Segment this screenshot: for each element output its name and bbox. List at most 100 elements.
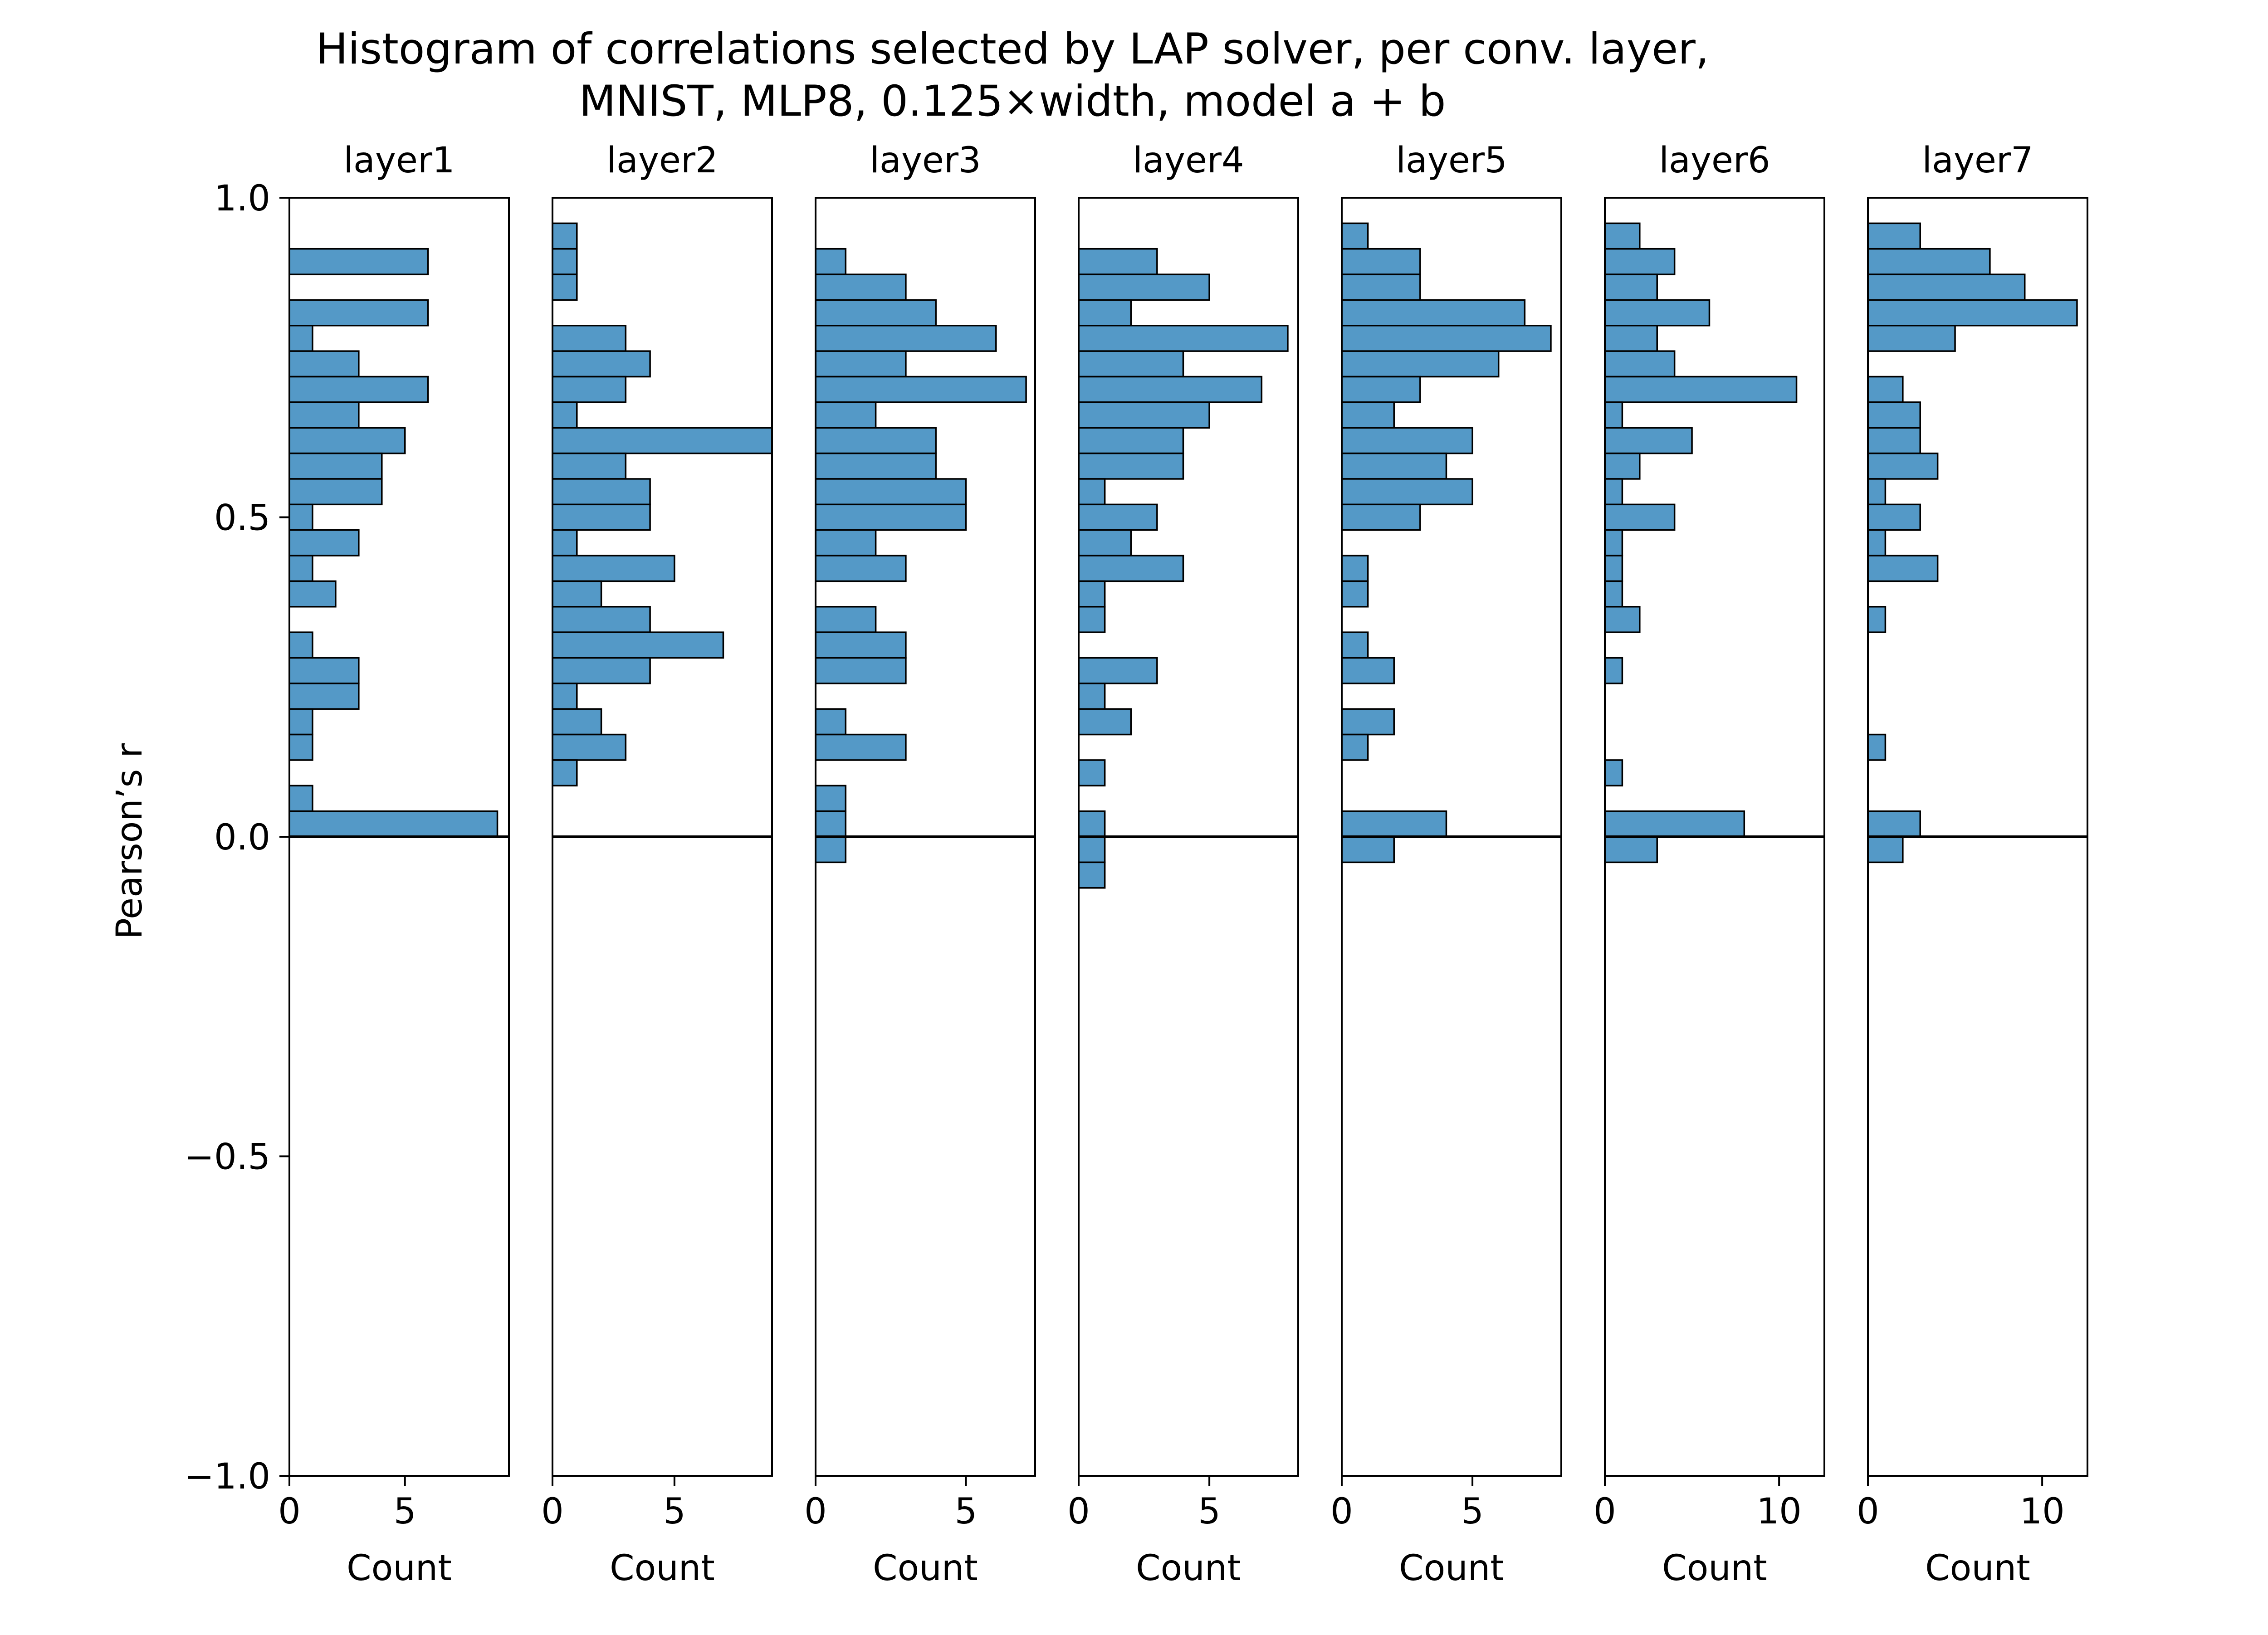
histogram-bar xyxy=(1604,427,1693,454)
histogram-bar xyxy=(1078,555,1184,582)
histogram-bar xyxy=(288,657,360,684)
x-tick-label: 5 xyxy=(955,1491,978,1532)
histogram-bar xyxy=(1341,555,1369,582)
x-axis-label: Count xyxy=(1136,1548,1241,1589)
histogram-bar xyxy=(815,555,907,582)
histogram-bar xyxy=(288,503,313,531)
histogram-bar xyxy=(1341,810,1447,838)
x-axis-label: Count xyxy=(873,1548,978,1589)
histogram-bar xyxy=(552,325,627,352)
panel-title: layer2 xyxy=(606,140,718,181)
histogram-bar xyxy=(288,325,313,352)
x-tick-label: 5 xyxy=(394,1491,416,1532)
histogram-bar xyxy=(1604,273,1658,301)
histogram-bar xyxy=(815,810,847,838)
histogram-bar xyxy=(1867,606,1887,633)
panel-title: layer4 xyxy=(1133,140,1244,181)
histogram-bar xyxy=(1078,325,1289,352)
histogram-bar xyxy=(815,631,907,659)
histogram-bar xyxy=(815,503,967,531)
histogram-bar xyxy=(1078,683,1106,710)
histogram-bar xyxy=(1341,657,1395,684)
histogram-bar xyxy=(288,478,383,506)
histogram-bar xyxy=(552,555,675,582)
panel-frame xyxy=(1341,197,1562,1477)
histogram-bar xyxy=(288,708,313,736)
histogram-bar xyxy=(815,401,877,429)
panel-title: layer6 xyxy=(1659,140,1770,181)
histogram-bar xyxy=(288,427,406,454)
y-tick-label: 0.5 xyxy=(214,498,270,539)
histogram-bar xyxy=(1604,759,1623,787)
panel-layer2: layer2 0 5 Count xyxy=(541,140,773,1589)
histogram-bar xyxy=(1867,427,1921,454)
histogram-bar xyxy=(1867,376,1904,403)
histogram-bar xyxy=(1078,810,1106,838)
histogram-bar xyxy=(1078,427,1184,454)
histogram-bar xyxy=(815,836,847,864)
histogram-bar xyxy=(1341,733,1369,761)
histogram-bar xyxy=(815,785,847,812)
histogram-bar xyxy=(552,657,651,684)
histogram-bar xyxy=(1867,452,1939,480)
histogram-bar xyxy=(1341,631,1369,659)
histogram-bar xyxy=(1341,452,1447,480)
histogram-bar xyxy=(1867,248,1991,275)
histogram-bar xyxy=(288,350,360,378)
histogram-bar xyxy=(1078,350,1184,378)
histogram-bar xyxy=(1867,555,1939,582)
histogram-bar xyxy=(288,555,313,582)
histogram-bar xyxy=(552,708,602,736)
histogram-bar xyxy=(1078,861,1106,889)
histogram-bar xyxy=(288,452,383,480)
histogram-bar xyxy=(815,452,937,480)
histogram-bar xyxy=(288,733,313,761)
histogram-bar xyxy=(288,248,429,275)
y-tick-label: −0.5 xyxy=(185,1137,270,1178)
x-axis-label: Count xyxy=(1662,1548,1767,1589)
chart-title: Histogram of correlations selected by LA… xyxy=(316,24,1709,74)
histogram-bar xyxy=(552,606,651,633)
panel-title: layer1 xyxy=(343,140,455,181)
histogram-bar xyxy=(1078,836,1106,864)
panel-layer4: layer4 0 5 Count xyxy=(1067,140,1299,1589)
histogram-bar xyxy=(552,759,578,787)
histogram-bar xyxy=(815,733,907,761)
histogram-bar xyxy=(1078,606,1106,633)
histogram-bar xyxy=(1867,299,2078,327)
histogram-bar xyxy=(288,299,429,327)
histogram-bar xyxy=(1867,273,2026,301)
histogram-bar xyxy=(1604,503,1676,531)
panel-layer7: layer7 0 10 Count xyxy=(1857,140,2088,1589)
histogram-bar xyxy=(815,657,907,684)
histogram-bar xyxy=(552,503,651,531)
x-tick-label: 0 xyxy=(804,1491,827,1532)
histogram-bar xyxy=(815,325,997,352)
x-tick-label: 0 xyxy=(1330,1491,1353,1532)
histogram-bar xyxy=(815,376,1027,403)
histogram-bar xyxy=(552,376,627,403)
panel-frame xyxy=(1604,197,1825,1477)
histogram-bar xyxy=(1078,657,1158,684)
histogram-bar xyxy=(552,273,578,301)
panel-layer6: layer6 0 10 Count xyxy=(1593,140,1825,1589)
histogram-bar xyxy=(1604,810,1745,838)
histogram-bar xyxy=(1341,248,1421,275)
histogram-bar xyxy=(815,248,847,275)
histogram-bar xyxy=(288,376,429,403)
histogram-bar xyxy=(1341,376,1421,403)
histogram-bar xyxy=(1341,708,1395,736)
x-tick-label: 5 xyxy=(1198,1491,1221,1532)
panel-frame xyxy=(815,197,1036,1477)
histogram-bar xyxy=(815,350,907,378)
x-axis-label: Count xyxy=(1925,1548,2030,1589)
histogram-bar xyxy=(815,606,877,633)
x-tick-label: 0 xyxy=(541,1491,564,1532)
histogram-bar xyxy=(552,733,627,761)
panel-title: layer3 xyxy=(870,140,981,181)
histogram-bar xyxy=(1867,733,1887,761)
histogram-bar xyxy=(815,478,967,506)
y-tick-label: 1.0 xyxy=(214,178,270,219)
histogram-bar xyxy=(552,683,578,710)
